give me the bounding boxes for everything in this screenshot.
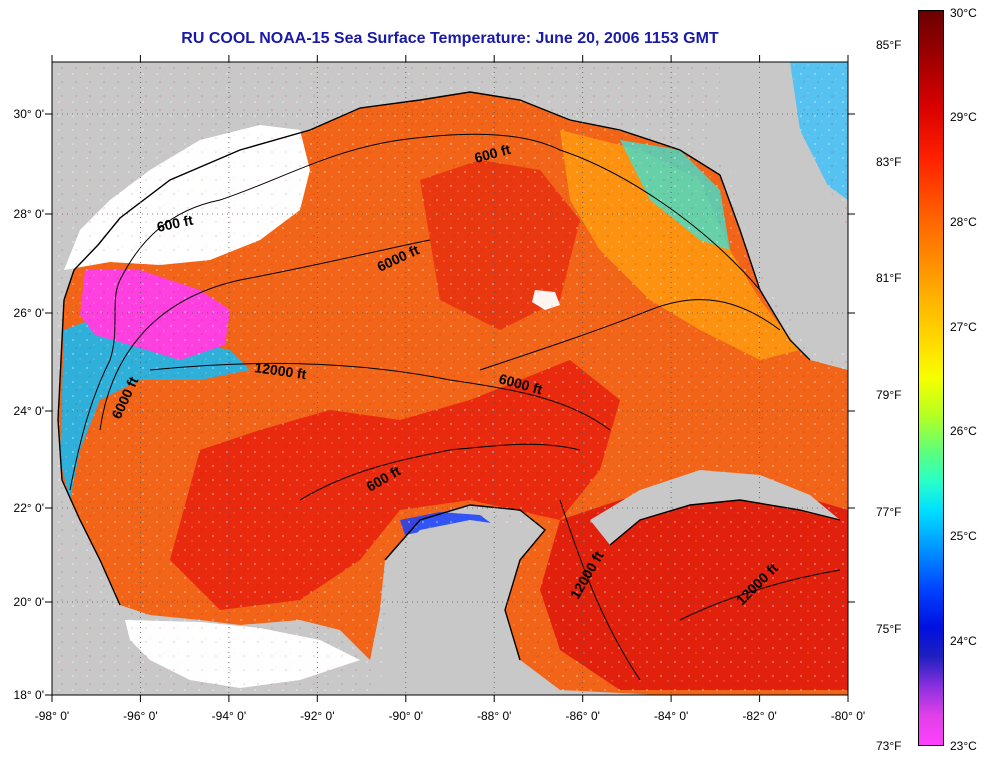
depth-contours — [69, 133, 841, 681]
graticule — [52, 62, 848, 695]
lat-label: 18° 0' — [14, 688, 44, 702]
contour-6000ft-east — [479, 299, 781, 371]
lat-label: 24° 0' — [14, 404, 44, 418]
contour-label: 12000 ft — [254, 359, 308, 382]
contour-6000ft-west — [99, 239, 431, 431]
map-frame — [51, 61, 849, 696]
lat-label: 20° 0' — [14, 595, 44, 609]
contour-12000ft-caribbean — [559, 499, 641, 681]
lon-label: -96° 0' — [123, 709, 157, 723]
colorbar-label-f: 77°F — [876, 505, 902, 519]
lon-label: -84° 0' — [654, 709, 688, 723]
coastline-us-gulf — [63, 91, 721, 301]
coastline-mexico-west — [57, 299, 121, 606]
lon-label: -94° 0' — [212, 709, 246, 723]
lon-label: -98° 0' — [35, 709, 69, 723]
lat-label: 30° 0' — [14, 107, 44, 121]
contour-12000ft — [149, 362, 611, 431]
colorbar-label-c: 28°C — [950, 215, 977, 229]
lat-label: 26° 0' — [14, 306, 44, 320]
colorbar-label-f: 81°F — [876, 271, 902, 285]
coastline-florida — [719, 174, 811, 361]
contour-coast-west — [69, 279, 121, 491]
colorbar-label-f: 79°F — [876, 388, 902, 402]
land-cuba — [590, 470, 840, 545]
colorbar-label-f: 85°F — [876, 38, 902, 52]
coastline-cuba — [609, 499, 841, 546]
colorbar-label-f: 73°F — [876, 739, 902, 753]
colorbar-label-c: 27°C — [950, 320, 977, 334]
tick-marks — [45, 55, 855, 702]
contour-600ft-yucatan — [299, 443, 581, 501]
colorbar-label-f: 75°F — [876, 622, 902, 636]
map-title: RU COOL NOAA-15 Sea Surface Temperature:… — [181, 30, 719, 47]
colorbar-label-c: 26°C — [950, 424, 977, 438]
land-florida — [700, 62, 848, 360]
lat-label: 22° 0' — [14, 501, 44, 515]
lon-label: -92° 0' — [300, 709, 334, 723]
colorbar-label-f: 83°F — [876, 155, 902, 169]
contour-600ft — [119, 133, 761, 291]
temperature-colorbar — [918, 10, 944, 746]
lon-label: -88° 0' — [477, 709, 511, 723]
lon-label: -90° 0' — [389, 709, 423, 723]
colorbar-label-c: 29°C — [950, 110, 977, 124]
lat-label: 28° 0' — [14, 207, 44, 221]
land-yucatan — [380, 520, 560, 695]
lon-label: -82° 0' — [742, 709, 776, 723]
colorbar-label-c: 30°C — [950, 6, 977, 20]
lon-label: -86° 0' — [565, 709, 599, 723]
colorbar-label-c: 23°C — [950, 739, 977, 753]
lon-label: -80° 0' — [831, 709, 865, 723]
contour-label: 600 ft — [155, 212, 194, 235]
contour-12000ft-cayman — [679, 569, 841, 621]
colorbar-label-c: 24°C — [950, 634, 977, 648]
colorbar-label-c: 25°C — [950, 529, 977, 543]
